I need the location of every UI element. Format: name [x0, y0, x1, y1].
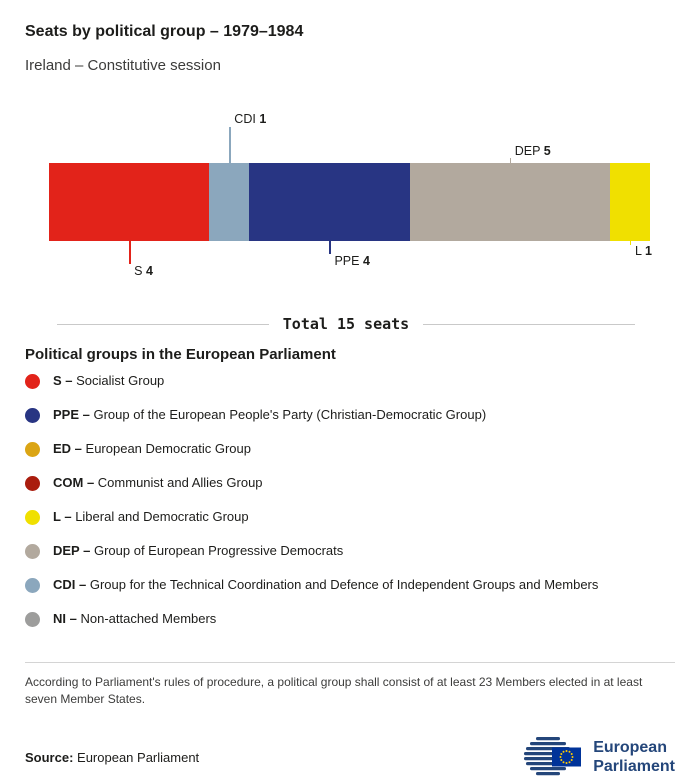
page-subtitle: Ireland – Constitutive session — [25, 57, 221, 74]
legend-dot-com — [25, 475, 40, 491]
bar-segment-s — [49, 163, 210, 241]
legend-abbr-cdi: CDI – — [53, 577, 87, 592]
bar-segment-l — [609, 163, 650, 241]
legend-name-dep: Group of European Progressive Democrats — [93, 543, 344, 558]
legend-abbr-s: S – — [53, 373, 73, 388]
legend-label-cdi: CDI – Group for the Technical Coordinati… — [53, 577, 598, 593]
footer: Source: European Parliament — [25, 735, 675, 779]
legend-abbr-ni: NI – — [53, 611, 77, 626]
legend-name-l: Liberal and Democratic Group — [75, 509, 249, 524]
legend-dot-l — [25, 509, 40, 525]
seats-stacked-bar-chart: CDI 1 DEP 5 S 4 PPE 4 L 1 — [49, 111, 652, 281]
legend-dot-ed — [25, 441, 40, 457]
source-label: Source: — [25, 749, 74, 765]
bar-label-l-abbr: L — [634, 244, 642, 258]
legend-name-com: Communist and Allies Group — [97, 475, 263, 490]
source-line: Source: European Parliament — [25, 750, 199, 765]
bar-segment-dep — [409, 163, 610, 241]
legend-dot-ni — [25, 611, 40, 627]
legend-abbr-ppe: PPE – — [53, 407, 90, 422]
legend-name-ni: Non-attached Members — [80, 611, 217, 626]
legend-abbr-ed: ED – — [53, 441, 82, 456]
legend-item-ni: NI – Non-attached Members — [25, 602, 675, 636]
legend-label-s: S – Socialist Group — [53, 373, 164, 389]
bar-label-cdi-seats: 1 — [259, 112, 267, 126]
legend-name-ed: European Democratic Group — [85, 441, 252, 456]
legend-item-dep: DEP – Group of European Progressive Demo… — [25, 534, 675, 568]
bar-label-cdi-abbr: CDI — [234, 112, 256, 126]
legend-label-ed: ED – European Democratic Group — [53, 441, 251, 457]
legend-name-s: Socialist Group — [76, 373, 165, 388]
source-value: European Parliament — [77, 749, 200, 765]
bar-label-ppe: PPE 4 — [334, 254, 369, 269]
total-rule-left — [57, 323, 269, 325]
leader-line-ppe — [329, 241, 331, 254]
footnote: According to Parliament's rules of proce… — [25, 675, 643, 706]
legend-label-ppe: PPE – Group of the European People's Par… — [53, 407, 486, 423]
bar-label-l: L 1 — [635, 244, 652, 259]
bar-label-dep-seats: 5 — [543, 144, 551, 158]
logo-text-line2: Parliament — [593, 758, 675, 775]
stacked-bar — [49, 163, 650, 241]
page-title: Seats by political group – 1979–1984 — [25, 23, 304, 40]
european-parliament-logo: European Parliament — [521, 735, 675, 779]
logo-text-line1: European — [593, 739, 667, 756]
legend-item-ppe: PPE – Group of the European People's Par… — [25, 398, 675, 432]
logo-text: European Parliament — [593, 738, 675, 776]
bar-label-s-abbr: S — [134, 264, 143, 278]
leader-line-l — [629, 241, 632, 245]
legend-item-cdi: CDI – Group for the Technical Coordinati… — [25, 568, 675, 602]
legend-abbr-dep: DEP – — [53, 543, 91, 558]
legend-heading: Political groups in the European Parliam… — [25, 346, 336, 363]
legend-dot-cdi — [25, 577, 40, 593]
bar-label-dep-abbr: DEP — [514, 144, 541, 158]
legend-abbr-com: COM – — [53, 475, 95, 490]
legend-label-ni: NI – Non-attached Members — [53, 611, 216, 627]
legend-label-l: L – Liberal and Democratic Group — [53, 509, 249, 525]
bar-segment-cdi — [209, 163, 250, 241]
leader-line-cdi — [229, 127, 231, 163]
bar-label-dep: DEP 5 — [515, 144, 551, 159]
footer-divider — [25, 662, 675, 663]
total-seats-row: Total 15 seats — [57, 315, 635, 333]
legend-item-ed: ED – European Democratic Group — [25, 432, 675, 466]
legend-item-l: L – Liberal and Democratic Group — [25, 500, 675, 534]
bar-label-cdi: CDI 1 — [234, 112, 266, 127]
legend-dot-s — [25, 373, 40, 389]
parliament-hemicycle-icon — [524, 737, 582, 776]
bar-label-ppe-abbr: PPE — [334, 254, 360, 268]
legend-dot-dep — [25, 543, 40, 559]
bar-label-l-seats: 1 — [644, 244, 652, 258]
legend-abbr-l: L – — [53, 509, 72, 524]
legend-label-dep: DEP – Group of European Progressive Demo… — [53, 543, 343, 559]
bar-label-s: S 4 — [134, 264, 153, 279]
leader-line-dep — [509, 158, 512, 163]
legend-name-cdi: Group for the Technical Coordination and… — [89, 577, 599, 592]
legend-name-ppe: Group of the European People's Party (Ch… — [93, 407, 487, 422]
legend-label-com: COM – Communist and Allies Group — [53, 475, 263, 491]
legend-dot-ppe — [25, 407, 40, 423]
total-rule-right — [423, 323, 635, 325]
bar-label-s-seats: 4 — [145, 264, 153, 278]
total-seats-label: Total 15 seats — [282, 315, 410, 333]
legend-item-com: COM – Communist and Allies Group — [25, 466, 675, 500]
bar-segment-ppe — [249, 163, 410, 241]
legend-list: S – Socialist Group PPE – Group of the E… — [25, 364, 675, 636]
eu-flag-icon — [552, 747, 582, 767]
bar-label-ppe-seats: 4 — [362, 254, 370, 268]
legend-item-s: S – Socialist Group — [25, 364, 675, 398]
leader-line-s — [129, 241, 131, 264]
